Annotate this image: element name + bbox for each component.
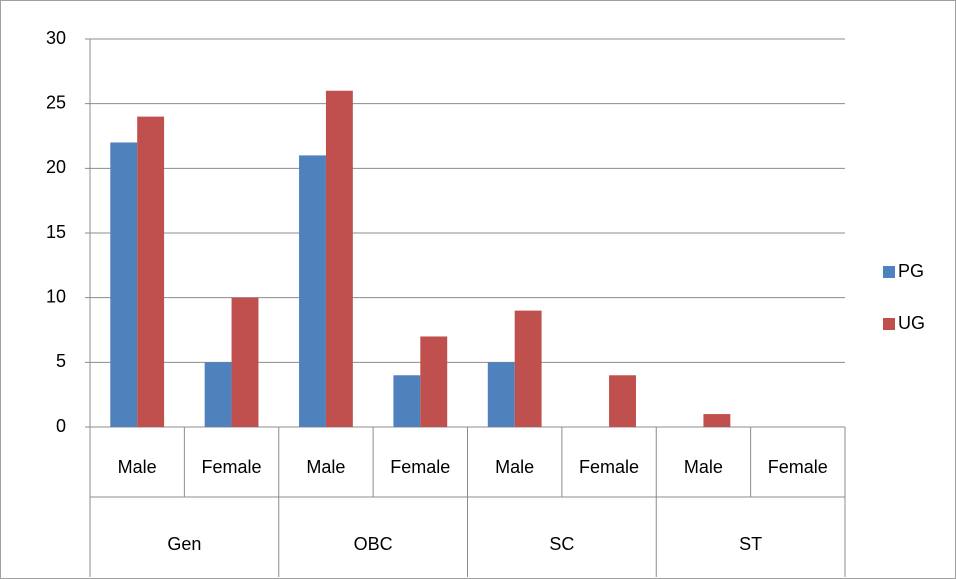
- legend-swatch: [883, 266, 895, 278]
- y-tick-label: 25: [46, 92, 66, 112]
- x-tick-label: Male: [495, 457, 534, 477]
- legend-label: UG: [898, 313, 925, 333]
- bar: [110, 142, 138, 427]
- bar: [204, 362, 232, 427]
- y-tick-label: 5: [56, 351, 66, 371]
- bar: [231, 297, 259, 427]
- bar: [514, 310, 542, 427]
- x-tick-label: Male: [118, 457, 157, 477]
- bar: [325, 90, 353, 427]
- bar: [487, 362, 515, 427]
- group-label: OBC: [354, 534, 393, 554]
- x-tick-label: Female: [579, 457, 639, 477]
- x-tick-label: Female: [202, 457, 262, 477]
- bar: [703, 414, 731, 427]
- bar: [420, 336, 448, 427]
- x-tick-label: Male: [684, 457, 723, 477]
- x-tick-label: Female: [390, 457, 450, 477]
- group-label: ST: [739, 534, 762, 554]
- bar: [137, 116, 165, 427]
- y-tick-label: 30: [46, 28, 66, 48]
- group-label: SC: [549, 534, 574, 554]
- legend-swatch: [883, 318, 895, 330]
- bar: [393, 375, 421, 427]
- bar: [299, 155, 326, 427]
- y-tick-label: 0: [56, 416, 66, 436]
- x-tick-label: Male: [306, 457, 345, 477]
- y-tick-label: 15: [46, 222, 66, 242]
- bar: [609, 375, 636, 427]
- legend-label: PG: [898, 261, 924, 281]
- y-tick-label: 10: [46, 286, 66, 306]
- y-tick-label: 20: [46, 157, 66, 177]
- group-label: Gen: [167, 534, 201, 554]
- x-tick-label: Female: [768, 457, 828, 477]
